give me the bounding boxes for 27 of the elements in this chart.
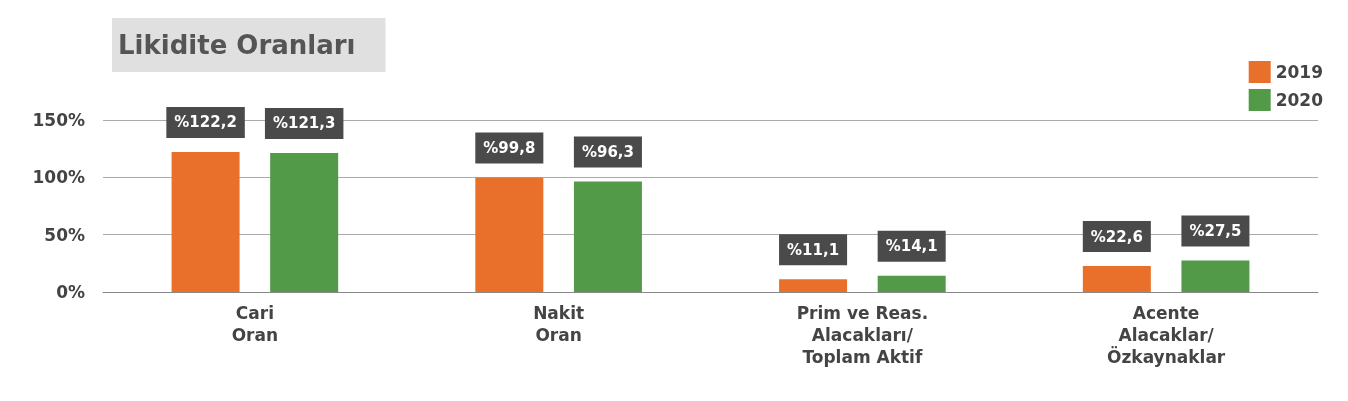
data-label: %121,3 [272, 114, 336, 133]
data-label: %99,8 [483, 139, 536, 158]
data-label: %14,1 [885, 237, 938, 256]
y-tick-label: 0% [56, 282, 85, 302]
legend-label: 2020 [1275, 90, 1324, 110]
data-label: %122,2 [174, 113, 237, 132]
bar [877, 275, 946, 292]
x-tick-label: Nakit Oran [533, 303, 585, 345]
y-tick-label: 50% [44, 224, 85, 245]
bar [270, 152, 339, 292]
data-label: %27,5 [1189, 221, 1242, 240]
bar [779, 279, 848, 292]
data-label: %22,6 [1090, 227, 1143, 246]
y-tick-label: 150% [32, 110, 85, 130]
bar [573, 181, 642, 292]
data-label: %11,1 [787, 240, 840, 259]
data-label: %96,3 [581, 143, 634, 162]
bar [171, 151, 240, 292]
y-tick-label: 100% [32, 167, 85, 188]
x-tick-label: Prim ve Reas. Alacakları/ Toplam Aktif [796, 303, 929, 367]
legend-label: 2019 [1275, 62, 1324, 82]
x-tick-label: Acente Alacaklar/ Özkaynaklar [1107, 303, 1226, 367]
x-tick-label: Cari Oran [231, 303, 279, 345]
bar [1082, 266, 1151, 292]
chart-title: Likidite Oranları [118, 30, 356, 60]
bar [475, 177, 544, 292]
bar [1181, 260, 1250, 292]
